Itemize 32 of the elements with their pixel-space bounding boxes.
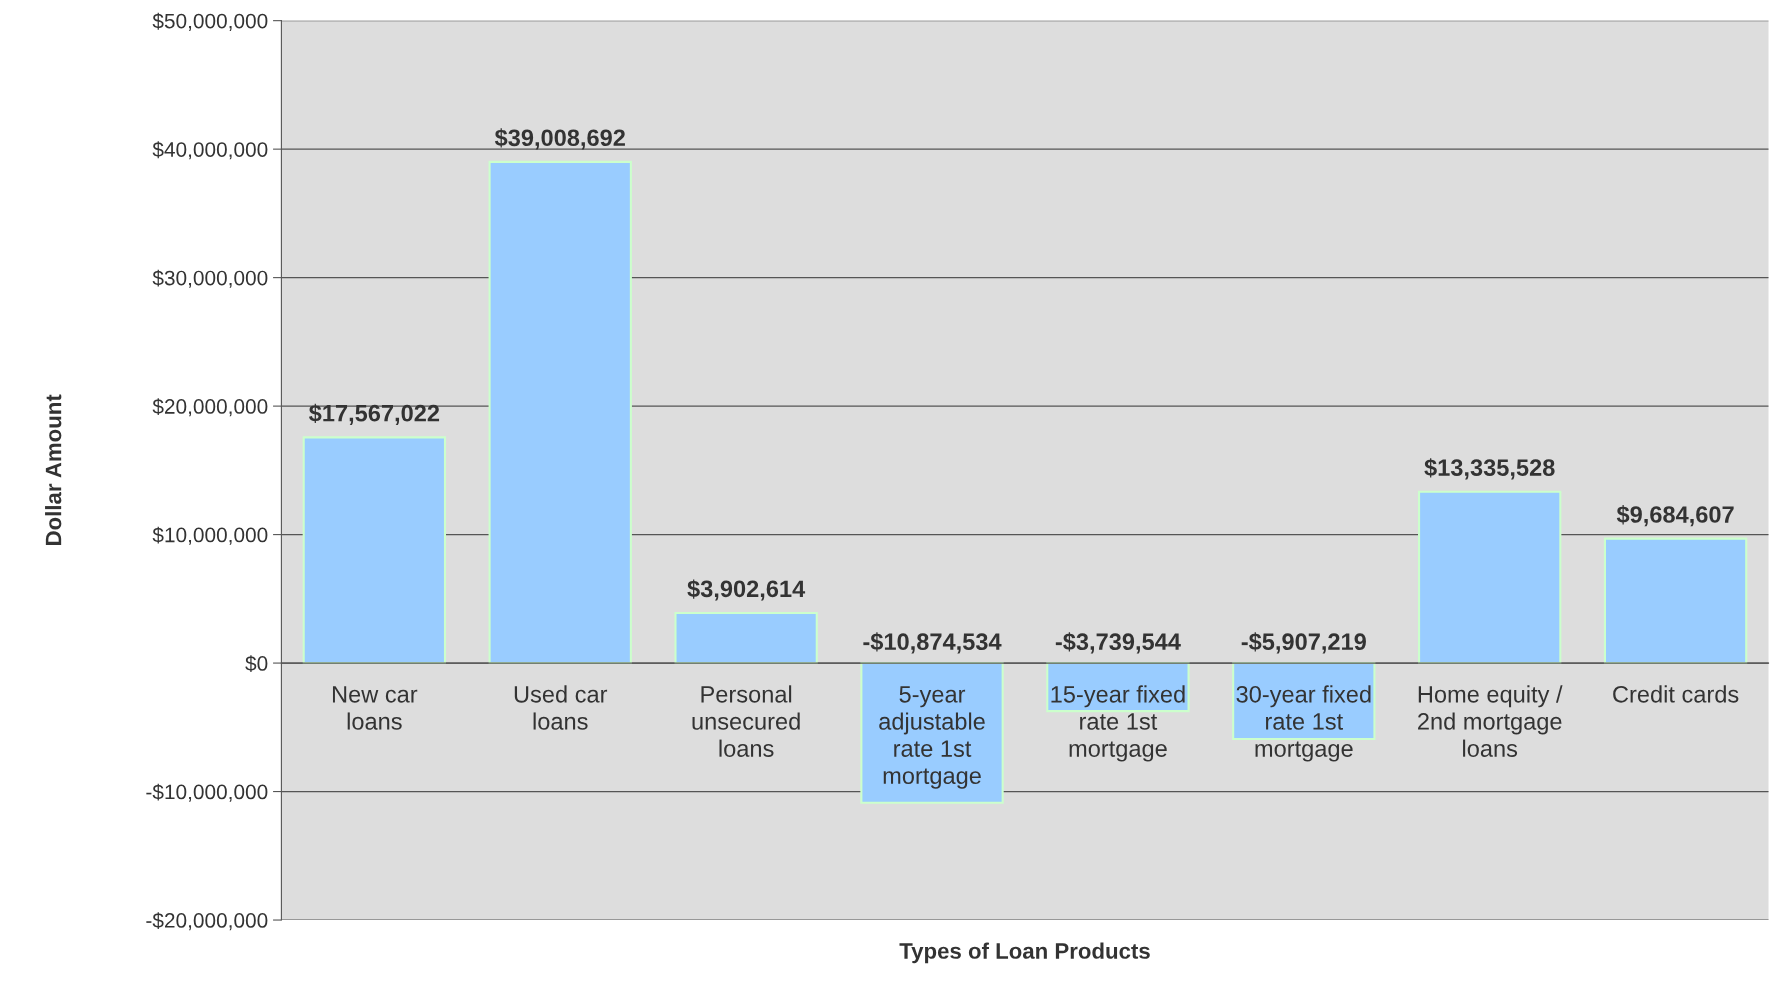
x-tick-label: 15-year fixed rate 1st mortgage [1051, 685, 1185, 762]
bar [488, 160, 632, 665]
x-tick-label: Used car loans [514, 685, 608, 730]
x-tick-label: Personal unsecured loans [692, 685, 800, 757]
x-axis-title: Types of Loan Products [899, 942, 1150, 964]
bar [302, 436, 447, 665]
data-label: -$5,907,219 [1241, 632, 1366, 654]
y-tick-label: $40,000,000 [152, 141, 268, 160]
bar [1418, 490, 1562, 665]
data-label: $13,335,528 [1424, 458, 1555, 480]
y-tick-label: $30,000,000 [152, 269, 268, 288]
y-tick-label: $10,000,000 [152, 526, 268, 545]
x-tick-label: Credit cards [1613, 685, 1739, 703]
data-label: -$10,874,534 [863, 632, 1002, 654]
bar [860, 662, 1004, 804]
y-tick-label: $50,000,000 [152, 12, 268, 31]
y-tick-label: -$20,000,000 [146, 912, 268, 931]
data-label: $39,008,692 [494, 128, 625, 150]
y-tick-label: $20,000,000 [152, 398, 268, 417]
bar [1603, 537, 1748, 665]
x-tick-label: New car loans [332, 686, 418, 730]
y-tick-label: $0 [245, 655, 268, 673]
y-tick-label: -$10,000,000 [146, 783, 268, 802]
y-axis-title: Dollar Amount [45, 394, 62, 545]
data-label: $9,684,607 [1616, 505, 1734, 527]
data-label: $17,567,022 [309, 403, 440, 426]
data-label: -$3,739,544 [1055, 632, 1181, 654]
x-tick-label: 30-year fixed rate 1st mortgage [1236, 685, 1371, 762]
x-tick-label: 5-year adjustable rate 1st mortgage [879, 686, 985, 789]
bar [674, 611, 818, 665]
x-tick-label: Home equity / 2nd mortgage loans [1418, 685, 1563, 757]
data-label: $3,902,614 [687, 579, 806, 601]
